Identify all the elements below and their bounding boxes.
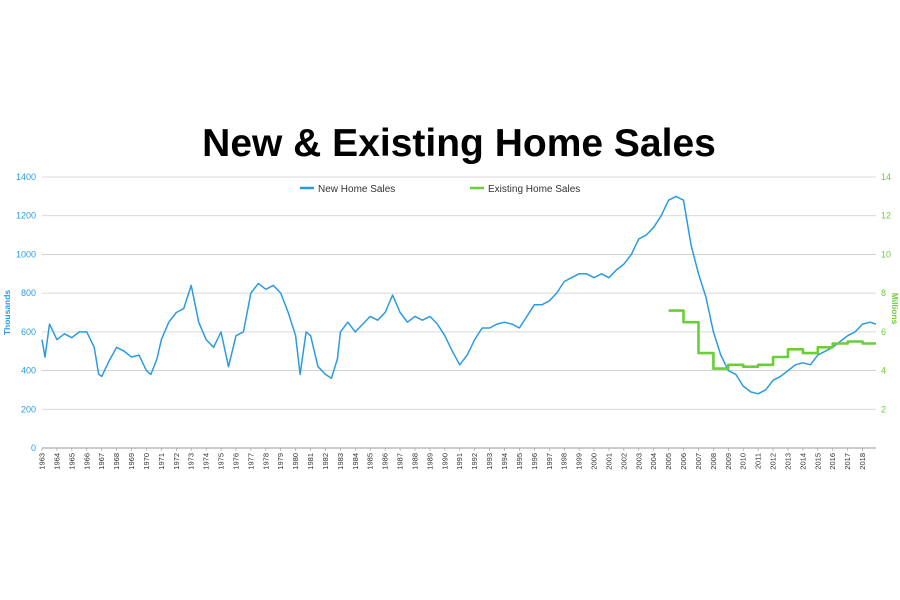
x-tick-label: 1980 <box>291 453 300 470</box>
left-tick-label: 1000 <box>16 249 36 259</box>
legend-label: New Home Sales <box>318 184 395 195</box>
x-tick-label: 1971 <box>157 453 166 470</box>
x-tick-label: 1967 <box>97 453 106 470</box>
right-axis-label: Millions <box>890 293 900 325</box>
x-tick-label: 2014 <box>798 453 807 470</box>
x-tick-label: 1987 <box>396 453 405 470</box>
x-tick-label: 2012 <box>769 453 778 470</box>
x-tick-label: 2007 <box>694 453 703 470</box>
left-tick-label: 0 <box>31 443 36 453</box>
x-tick-label: 2010 <box>739 453 748 470</box>
x-tick-label: 2001 <box>604 453 613 470</box>
x-tick-label: 1996 <box>530 453 539 470</box>
x-tick-label: 2000 <box>590 453 599 470</box>
right-tick-label: 14 <box>881 172 891 182</box>
x-tick-label: 1994 <box>500 453 509 470</box>
legend-label: Existing Home Sales <box>488 184 580 195</box>
x-tick-label: 1964 <box>52 453 61 470</box>
x-tick-label: 2017 <box>843 453 852 470</box>
x-tick-label: 2005 <box>664 453 673 470</box>
right-tick-label: 10 <box>881 249 891 259</box>
x-tick-label: 1981 <box>306 453 315 470</box>
left-tick-label: 400 <box>21 366 36 376</box>
right-tick-label: 4 <box>881 366 886 376</box>
chart-title: New & Existing Home Sales <box>202 122 716 165</box>
legend: New Home Sales Existing Home Sales <box>300 184 580 195</box>
right-tick-label: 12 <box>881 211 891 221</box>
left-axis-label: Thousands <box>2 290 12 336</box>
x-tick-label: 1992 <box>470 453 479 470</box>
x-tick-label: 1983 <box>336 453 345 470</box>
x-tick-label: 1991 <box>455 453 464 470</box>
x-tick-label: 1968 <box>112 453 121 470</box>
right-tick-label: 8 <box>881 288 886 298</box>
x-tick-label: 1970 <box>142 453 151 470</box>
x-tick-label: 1966 <box>82 453 91 470</box>
left-tick-label: 1200 <box>16 211 36 221</box>
x-tick-label: 2002 <box>619 453 628 470</box>
x-tick-label: 2016 <box>828 453 837 470</box>
x-tick-label: 1977 <box>246 453 255 470</box>
x-tick-label: 2008 <box>709 453 718 470</box>
x-tick-label: 1969 <box>127 453 136 470</box>
left-tick-label: 800 <box>21 288 36 298</box>
x-tick-label: 1997 <box>545 453 554 470</box>
gridlines <box>42 176 876 449</box>
x-tick-label: 1976 <box>231 453 240 470</box>
right-axis: 2 4 6 8 10 12 14 Millions <box>881 172 900 414</box>
x-tick-label: 1973 <box>187 453 196 470</box>
x-tick-label: 1993 <box>485 453 494 470</box>
series-layer <box>41 195 877 395</box>
x-tick-label: 2013 <box>783 453 792 470</box>
x-tick-label: 1985 <box>366 453 375 470</box>
x-tick-label: 1988 <box>410 453 419 470</box>
x-tick-label: 1975 <box>217 453 226 470</box>
x-tick-label: 1984 <box>351 453 360 470</box>
x-tick-label: 1998 <box>560 453 569 470</box>
x-tick-label: 2003 <box>634 453 643 470</box>
x-tick-label: 1982 <box>321 453 330 470</box>
x-tick-label: 1995 <box>515 453 524 470</box>
x-tick-label: 2006 <box>679 453 688 470</box>
right-tick-label: 2 <box>881 404 886 414</box>
x-tick-label: 1974 <box>202 453 211 470</box>
left-axis: 0 200 400 600 800 1000 1200 1400 Thousands <box>2 172 36 453</box>
x-tick-label: 1999 <box>575 453 584 470</box>
right-tick-label: 6 <box>881 327 886 337</box>
x-tick-label: 1965 <box>67 453 76 470</box>
x-tick-label: 2011 <box>754 453 763 469</box>
x-tick-label: 1989 <box>425 453 434 470</box>
x-tick-label: 2015 <box>813 453 822 470</box>
left-tick-label: 600 <box>21 327 36 337</box>
x-tick-label: 1979 <box>276 453 285 470</box>
left-tick-label: 1400 <box>16 172 36 182</box>
new-home-sales-line <box>41 195 877 395</box>
x-tick-label: 1972 <box>172 453 181 470</box>
x-tick-label: 2004 <box>649 453 658 470</box>
x-tick-label: 1978 <box>261 453 270 470</box>
x-tick-label: 2009 <box>724 453 733 470</box>
left-tick-label: 200 <box>21 404 36 414</box>
existing-home-sales-line <box>668 309 876 370</box>
x-tick-label: 2018 <box>858 453 867 470</box>
x-tick-label: 1986 <box>381 453 390 470</box>
x-axis: 1963 1964 1965 1966 1967 1968 1969 1970 1971 1972… <box>38 448 867 470</box>
x-tick-label: 1990 <box>440 453 449 470</box>
x-tick-label: 1963 <box>38 453 47 470</box>
